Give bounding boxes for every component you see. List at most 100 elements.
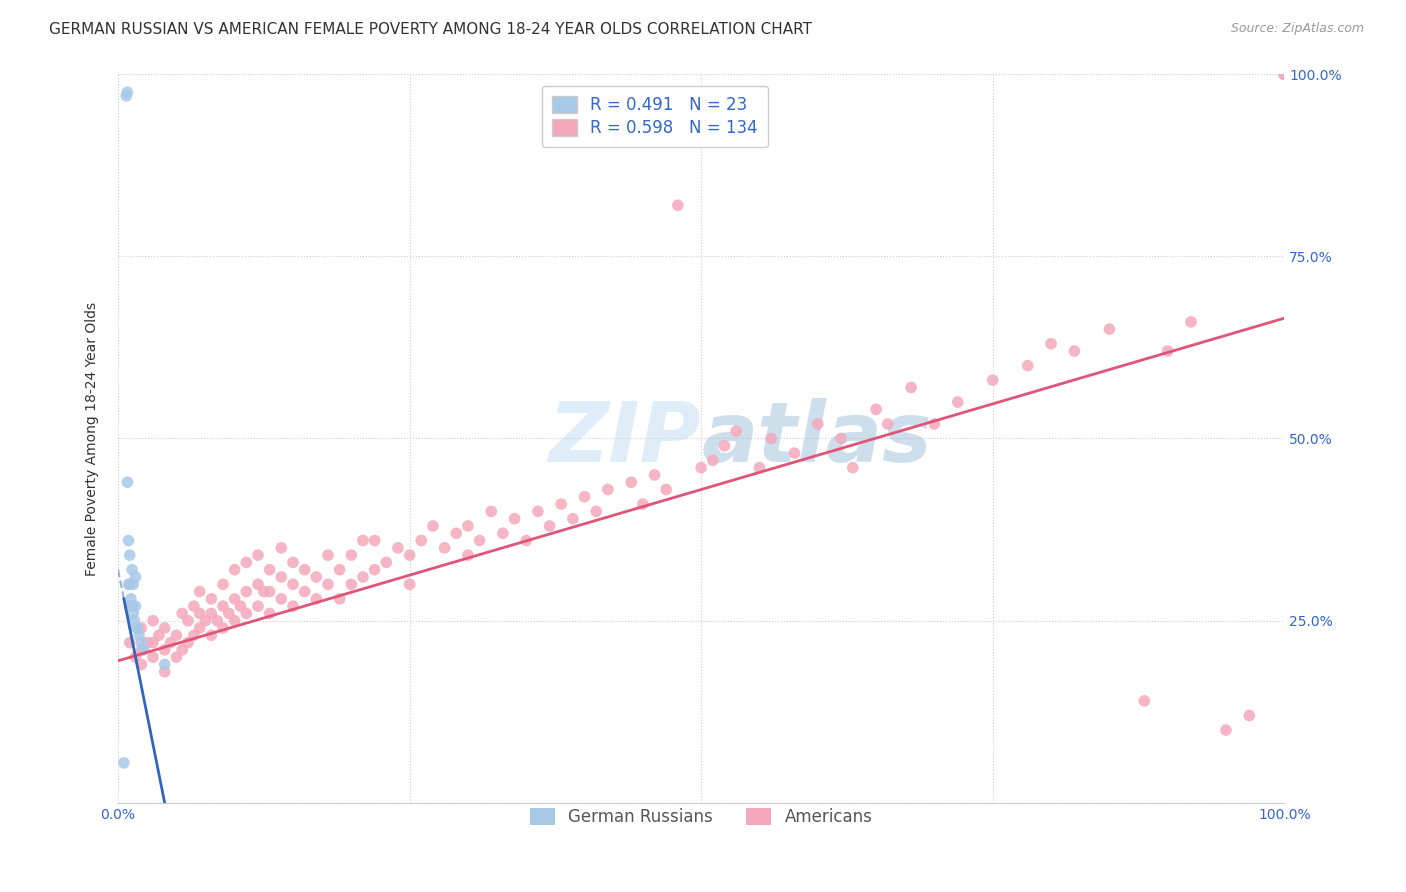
Point (125, 621, 148, 635)
Point (479, 504, 502, 518)
Point (457, 519, 479, 533)
Point (122, 577, 145, 591)
Point (655, 483, 678, 497)
Point (281, 599, 304, 614)
Point (644, 467, 666, 482)
Point (118, 577, 141, 591)
Point (759, 432, 782, 446)
Point (690, 460, 713, 475)
Point (153, 665, 176, 679)
Point (398, 577, 420, 591)
Point (1215, 723, 1237, 737)
Point (117, 85, 139, 99)
Point (159, 635, 181, 649)
Point (235, 584, 257, 599)
Point (387, 541, 409, 555)
Point (153, 621, 176, 635)
Point (561, 511, 583, 525)
Point (865, 402, 887, 417)
Point (713, 439, 735, 453)
Point (340, 548, 363, 562)
Point (188, 607, 211, 621)
Point (246, 599, 269, 614)
Point (177, 635, 200, 649)
Point (924, 417, 946, 431)
Point (124, 570, 146, 584)
Point (725, 424, 748, 438)
Point (235, 556, 257, 570)
Point (246, 577, 269, 591)
Point (620, 475, 643, 490)
Point (122, 607, 145, 621)
Point (153, 657, 176, 672)
Point (1156, 344, 1178, 359)
Point (165, 650, 187, 665)
Point (124, 614, 146, 628)
Point (515, 533, 537, 548)
Point (188, 621, 211, 635)
Point (259, 607, 281, 621)
Point (1272, 67, 1295, 81)
Point (596, 483, 619, 497)
Point (527, 504, 550, 518)
Point (900, 380, 922, 394)
Point (212, 577, 235, 591)
Point (131, 643, 153, 657)
Point (1272, 67, 1295, 81)
Point (120, 591, 142, 606)
Point (212, 621, 235, 635)
Point (115, 88, 138, 103)
Point (1098, 322, 1121, 336)
Point (200, 628, 222, 642)
Point (1063, 344, 1085, 359)
Point (411, 533, 433, 548)
Point (305, 591, 328, 606)
Point (205, 614, 228, 628)
Point (118, 548, 141, 562)
Point (1133, 694, 1156, 708)
Point (1239, 708, 1261, 723)
Point (270, 591, 292, 606)
Point (316, 577, 339, 591)
Point (1040, 336, 1063, 351)
Point (235, 607, 257, 621)
Point (246, 548, 269, 562)
Point (229, 599, 252, 614)
Point (1272, 67, 1295, 81)
Point (468, 533, 491, 548)
Point (305, 570, 328, 584)
Point (1272, 67, 1295, 81)
Point (1272, 67, 1295, 81)
Point (830, 432, 852, 446)
Point (946, 395, 969, 409)
Point (142, 635, 165, 649)
Point (1272, 67, 1295, 81)
Point (585, 504, 607, 518)
Point (281, 577, 304, 591)
Point (1272, 67, 1295, 81)
Point (153, 643, 176, 657)
Point (503, 511, 526, 525)
Point (457, 548, 479, 562)
Point (807, 417, 830, 431)
Point (253, 584, 276, 599)
Point (121, 563, 143, 577)
Point (281, 556, 304, 570)
Text: ZIP: ZIP (548, 398, 702, 479)
Point (294, 563, 316, 577)
Point (1272, 67, 1295, 81)
Point (131, 635, 153, 649)
Text: Source: ZipAtlas.com: Source: ZipAtlas.com (1230, 22, 1364, 36)
Point (363, 533, 385, 548)
Point (128, 628, 150, 642)
Point (1272, 67, 1295, 81)
Point (148, 628, 170, 642)
Point (142, 650, 165, 665)
Point (131, 621, 153, 635)
Point (172, 607, 194, 621)
Point (981, 373, 1004, 387)
Point (1272, 67, 1295, 81)
Point (224, 614, 246, 628)
Point (363, 563, 385, 577)
Point (631, 497, 654, 511)
